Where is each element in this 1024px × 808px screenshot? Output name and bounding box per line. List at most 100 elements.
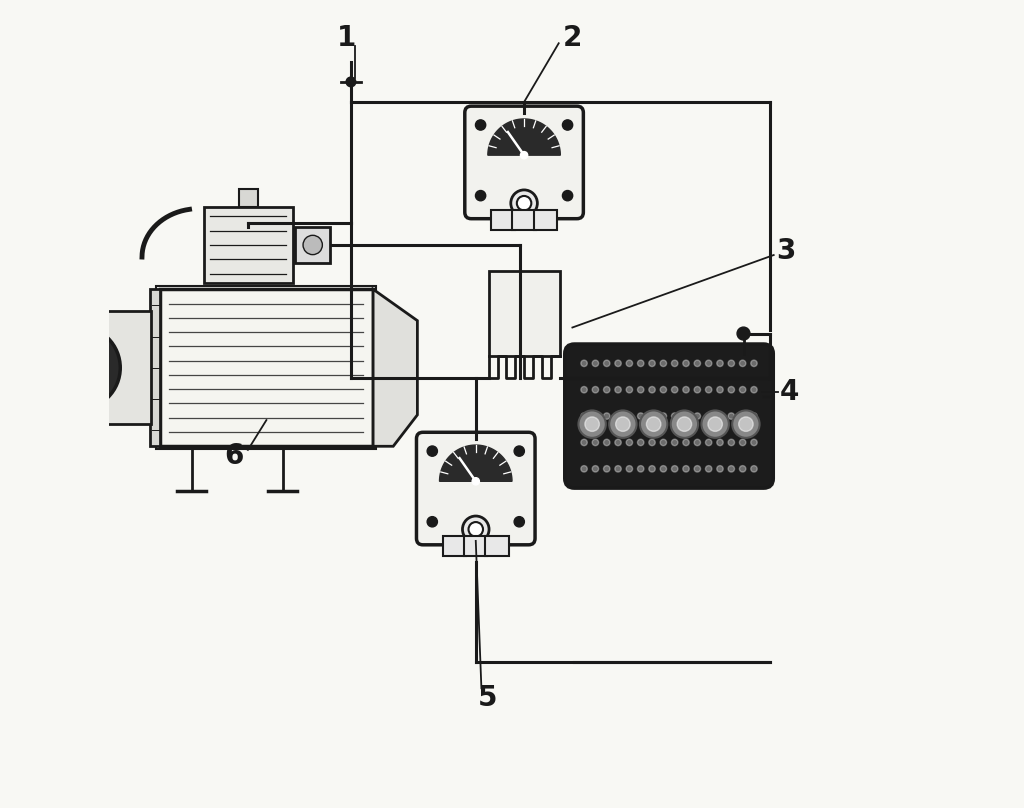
FancyBboxPatch shape <box>465 106 584 219</box>
Circle shape <box>614 413 622 419</box>
Bar <box>295 227 331 263</box>
Text: 2: 2 <box>563 23 582 52</box>
Text: 5: 5 <box>478 684 498 712</box>
Circle shape <box>671 410 698 438</box>
Circle shape <box>640 410 668 438</box>
Circle shape <box>511 190 538 217</box>
Bar <box>151 289 160 446</box>
Circle shape <box>603 413 610 419</box>
Circle shape <box>592 440 599 446</box>
Bar <box>443 536 466 557</box>
Circle shape <box>427 516 437 527</box>
FancyBboxPatch shape <box>417 432 536 545</box>
Circle shape <box>706 440 712 446</box>
Circle shape <box>592 360 599 367</box>
Circle shape <box>717 386 723 393</box>
Circle shape <box>672 413 678 419</box>
Circle shape <box>732 410 760 438</box>
Circle shape <box>638 465 644 472</box>
Circle shape <box>581 465 588 472</box>
Polygon shape <box>487 119 560 155</box>
Circle shape <box>708 417 722 431</box>
Circle shape <box>427 446 437 457</box>
Circle shape <box>717 440 723 446</box>
Circle shape <box>677 417 691 431</box>
Circle shape <box>614 360 622 367</box>
Circle shape <box>603 465 610 472</box>
Circle shape <box>626 413 633 419</box>
Circle shape <box>649 413 655 419</box>
Bar <box>204 207 293 284</box>
Circle shape <box>514 516 524 527</box>
Circle shape <box>751 465 757 472</box>
Bar <box>23 347 38 388</box>
Circle shape <box>672 465 678 472</box>
Circle shape <box>694 465 700 472</box>
Circle shape <box>739 440 745 446</box>
Bar <box>464 536 487 557</box>
Circle shape <box>592 465 599 472</box>
Circle shape <box>739 386 745 393</box>
Bar <box>239 189 258 207</box>
Circle shape <box>660 360 667 367</box>
Circle shape <box>614 386 622 393</box>
Circle shape <box>603 360 610 367</box>
Circle shape <box>562 120 572 130</box>
Circle shape <box>751 413 757 419</box>
Circle shape <box>706 386 712 393</box>
Circle shape <box>717 413 723 419</box>
Polygon shape <box>373 289 418 446</box>
Text: 4: 4 <box>780 378 800 406</box>
Circle shape <box>649 440 655 446</box>
Circle shape <box>517 196 531 210</box>
Circle shape <box>683 386 689 393</box>
Bar <box>488 271 559 356</box>
Circle shape <box>728 465 734 472</box>
Circle shape <box>717 360 723 367</box>
Ellipse shape <box>80 311 102 424</box>
Polygon shape <box>439 445 512 482</box>
Circle shape <box>739 413 745 419</box>
Circle shape <box>728 360 734 367</box>
Circle shape <box>581 440 588 446</box>
Bar <box>512 210 536 230</box>
Circle shape <box>701 410 729 438</box>
Circle shape <box>717 465 723 472</box>
Circle shape <box>738 417 754 431</box>
Circle shape <box>638 360 644 367</box>
Circle shape <box>646 417 660 431</box>
Circle shape <box>660 386 667 393</box>
Circle shape <box>683 360 689 367</box>
Circle shape <box>626 386 633 393</box>
Circle shape <box>751 360 757 367</box>
Circle shape <box>737 327 750 340</box>
Circle shape <box>683 465 689 472</box>
Circle shape <box>603 386 610 393</box>
Bar <box>157 286 377 449</box>
Circle shape <box>58 347 98 388</box>
Circle shape <box>626 440 633 446</box>
Circle shape <box>562 191 572 200</box>
Circle shape <box>626 360 633 367</box>
Circle shape <box>614 440 622 446</box>
Circle shape <box>649 465 655 472</box>
Bar <box>101 311 151 424</box>
Circle shape <box>638 386 644 393</box>
Bar <box>534 210 557 230</box>
Circle shape <box>694 386 700 393</box>
Circle shape <box>660 413 667 419</box>
Circle shape <box>581 386 588 393</box>
Circle shape <box>520 152 527 159</box>
Circle shape <box>706 465 712 472</box>
Circle shape <box>592 386 599 393</box>
Circle shape <box>475 120 485 130</box>
Circle shape <box>751 386 757 393</box>
Circle shape <box>683 440 689 446</box>
Text: 6: 6 <box>224 442 244 470</box>
Circle shape <box>603 440 610 446</box>
Circle shape <box>694 413 700 419</box>
Circle shape <box>660 440 667 446</box>
Circle shape <box>346 77 355 86</box>
Circle shape <box>739 465 745 472</box>
Circle shape <box>37 326 120 410</box>
